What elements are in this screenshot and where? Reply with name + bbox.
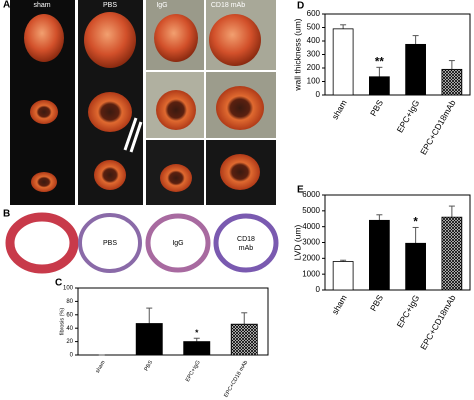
bar xyxy=(332,261,354,291)
photo-label: IgG xyxy=(156,2,167,9)
bar xyxy=(405,43,426,96)
y-tick-label: 80 xyxy=(66,299,73,305)
photo-label: PBS xyxy=(103,2,117,9)
x-tick-label: EPC+IgG xyxy=(395,293,422,329)
x-tick-label: sham xyxy=(95,359,107,374)
significance-mark: ** xyxy=(375,56,384,68)
x-tick-label: sham xyxy=(330,98,349,121)
y-axis-label: wall thickness (um) xyxy=(292,18,302,91)
bar xyxy=(369,219,390,291)
y-tick-label: 500 xyxy=(307,23,321,32)
histology-label: CD18 mAb xyxy=(237,236,255,252)
y-tick-label: 400 xyxy=(307,36,321,45)
x-tick-label: PBS xyxy=(368,98,385,118)
panel-letter: C xyxy=(55,278,62,289)
y-axis-label: fibrosis (%) xyxy=(59,308,65,336)
y-tick-label: 2000 xyxy=(302,253,320,262)
y-tick-label: 6000 xyxy=(302,190,320,199)
y-tick-label: 100 xyxy=(307,77,321,86)
bar xyxy=(369,76,390,96)
histology-panel xyxy=(5,212,279,274)
panel-letter: E xyxy=(297,185,304,196)
bar xyxy=(332,28,354,96)
y-tick-label: 1000 xyxy=(302,269,320,278)
x-tick-label: EPC+IgG xyxy=(185,360,202,383)
y-tick-label: 3000 xyxy=(302,238,320,247)
plot-frame xyxy=(77,287,269,356)
panel-letter: D xyxy=(297,1,304,12)
x-tick-label: EPC+CD18mAb xyxy=(418,293,458,352)
photo-label: CD18 mAb xyxy=(211,2,245,9)
x-tick-label: sham xyxy=(330,293,349,316)
y-tick-label: 300 xyxy=(307,50,321,59)
x-tick-label: EPC+IgG xyxy=(395,98,422,134)
y-tick-label: 5000 xyxy=(302,206,320,215)
histology-label: PBS xyxy=(103,240,117,247)
y-tick-label: 200 xyxy=(307,63,321,72)
histology-label: sham xyxy=(32,238,52,247)
x-tick-label: PBS xyxy=(368,293,385,313)
y-tick-label: 600 xyxy=(307,9,321,18)
bar xyxy=(230,323,258,356)
y-tick-label: 100 xyxy=(63,286,74,292)
y-tick-label: 20 xyxy=(66,339,73,345)
bar xyxy=(441,216,463,291)
bar xyxy=(441,68,463,96)
panel-letter: B xyxy=(3,209,10,220)
y-tick-label: 60 xyxy=(66,312,73,318)
y-tick-label: 0 xyxy=(316,90,321,99)
bar xyxy=(405,242,426,291)
y-tick-label: 0 xyxy=(316,285,321,294)
x-tick-label: EPC+CD18mAb xyxy=(418,98,458,157)
bar xyxy=(183,341,211,356)
y-tick-label: 0 xyxy=(70,353,74,359)
y-axis-label: LVD (um) xyxy=(292,224,302,260)
photo-label: sham xyxy=(33,2,50,9)
bar xyxy=(135,323,163,356)
significance-mark: * xyxy=(195,328,199,338)
x-tick-label: PBS xyxy=(144,359,155,372)
y-tick-label: 4000 xyxy=(302,222,320,231)
panel-letter: A xyxy=(3,0,10,11)
photo-panel xyxy=(10,0,276,205)
significance-mark: * xyxy=(413,216,418,228)
histology-label: IgG xyxy=(172,240,183,247)
y-tick-label: 40 xyxy=(66,326,73,332)
x-tick-label: EPC+CD18 mAb xyxy=(223,360,249,399)
